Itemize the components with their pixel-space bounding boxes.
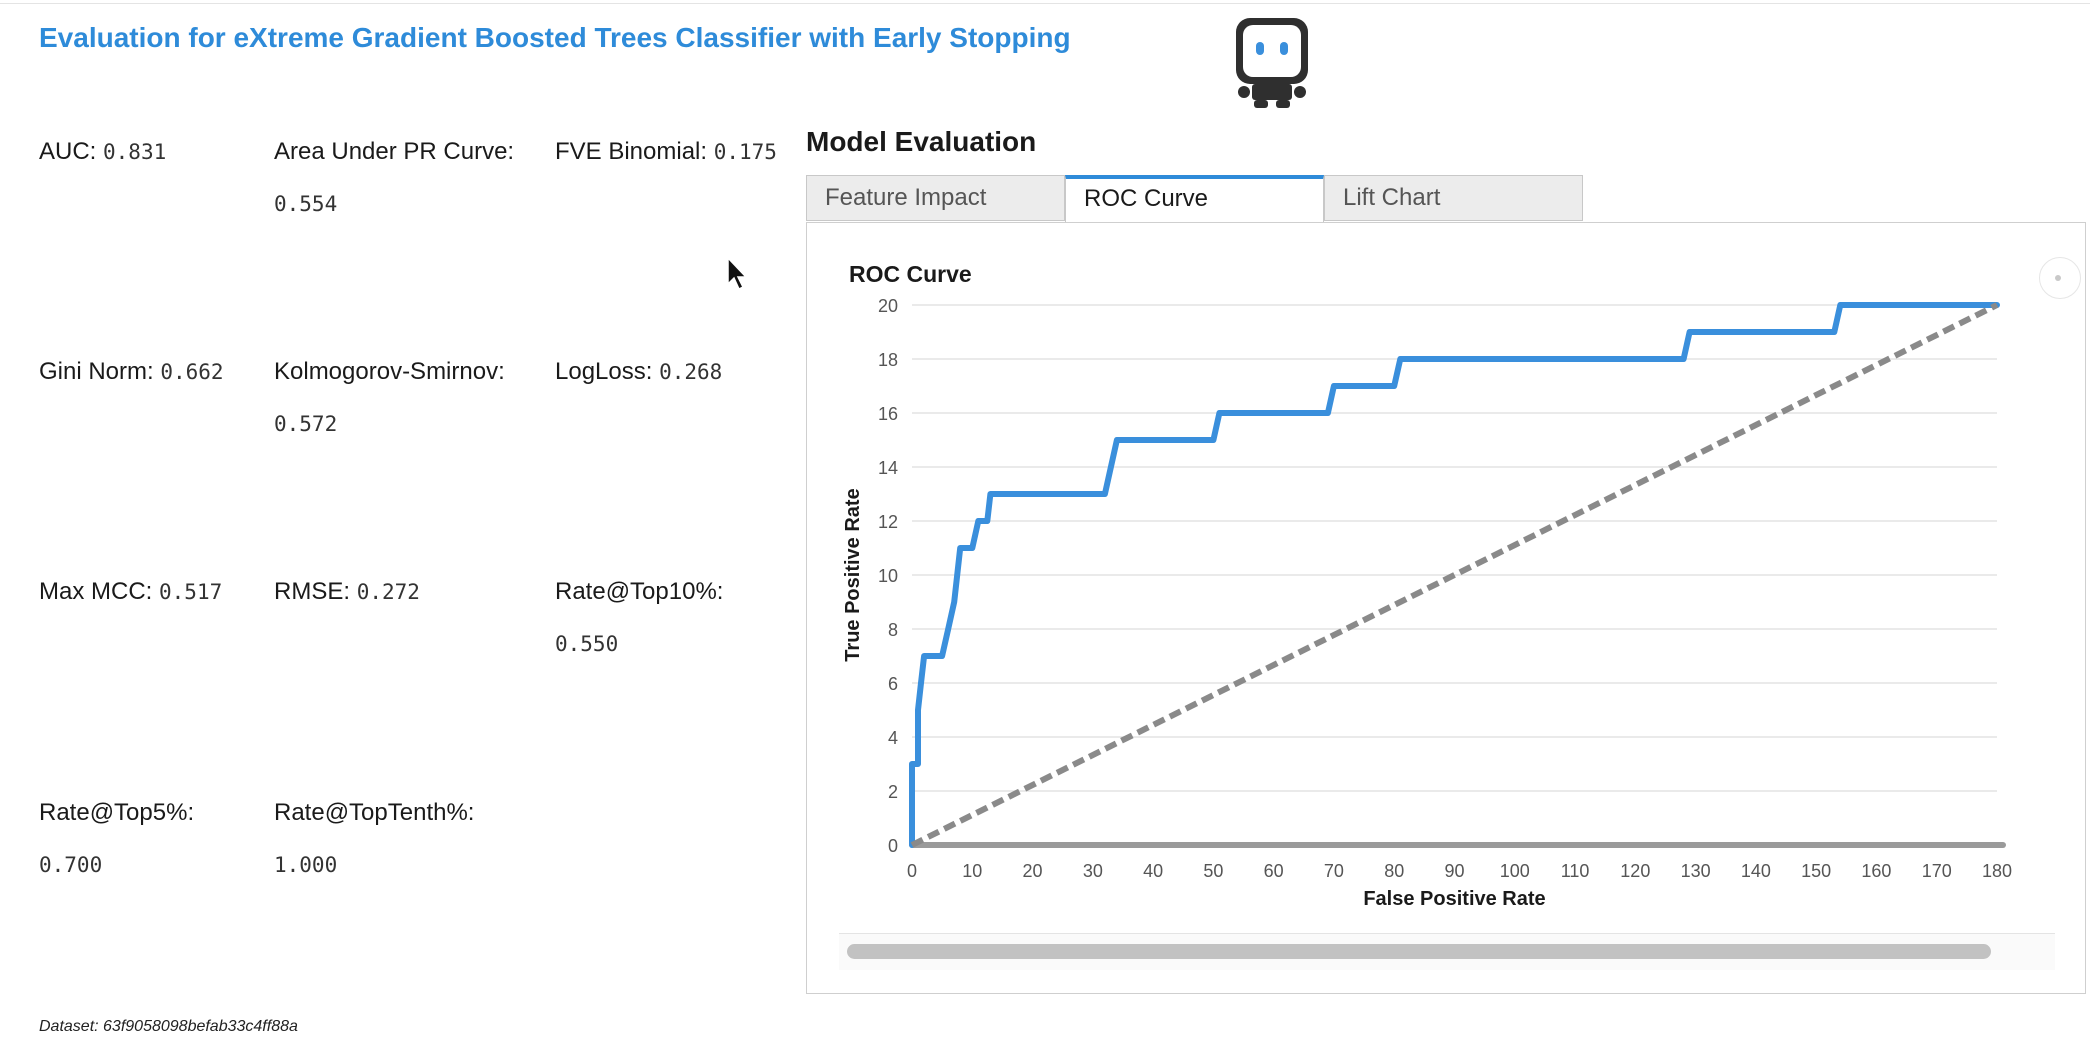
robot-icon bbox=[1236, 18, 1308, 108]
x-tick-label: 40 bbox=[1143, 861, 1163, 881]
y-tick-label: 16 bbox=[878, 404, 898, 424]
y-tick-label: 6 bbox=[888, 674, 898, 694]
tab-lift-chart[interactable]: Lift Chart bbox=[1324, 175, 1583, 221]
metric-label: Rate@TopTenth%: bbox=[274, 799, 475, 826]
x-tick-label: 70 bbox=[1324, 861, 1344, 881]
x-tick-label: 50 bbox=[1203, 861, 1223, 881]
y-tick-label: 14 bbox=[878, 458, 898, 478]
metrics-grid: AUC: 0.831 Area Under PR Curve: 0.554 FV… bbox=[39, 126, 799, 906]
x-tick-label: 100 bbox=[1500, 861, 1530, 881]
model-evaluation-heading: Model Evaluation bbox=[806, 126, 1037, 157]
tab-feature-impact[interactable]: Feature Impact bbox=[806, 175, 1065, 221]
metric-label: Max MCC: bbox=[39, 578, 153, 605]
metric-fve-binomial: FVE Binomial: 0.175 bbox=[555, 126, 795, 178]
metric-rate-top5: Rate@Top5%: 0.700 bbox=[39, 787, 239, 891]
x-tick-label: 180 bbox=[1982, 861, 2012, 881]
x-tick-label: 170 bbox=[1922, 861, 1952, 881]
top-divider bbox=[0, 3, 2090, 4]
metric-kolmogorov-smirnov: Kolmogorov-Smirnov: 0.572 bbox=[274, 346, 524, 450]
x-tick-label: 30 bbox=[1083, 861, 1103, 881]
metric-label: AUC: bbox=[39, 138, 97, 165]
x-tick-label: 90 bbox=[1444, 861, 1464, 881]
y-tick-label: 18 bbox=[878, 350, 898, 370]
metric-value: 0.550 bbox=[555, 632, 619, 656]
metric-value: 0.662 bbox=[160, 360, 224, 384]
roc-curve-line bbox=[909, 302, 2000, 848]
chart-scrollbar-track[interactable] bbox=[839, 933, 2055, 970]
y-tick-label: 2 bbox=[888, 782, 898, 802]
chart-menu-icon[interactable] bbox=[2039, 257, 2081, 299]
x-tick-label: 160 bbox=[1861, 861, 1891, 881]
metric-value: 1.000 bbox=[274, 853, 338, 877]
metric-label: Area Under PR Curve: bbox=[274, 138, 515, 165]
metric-label: Rate@Top10%: bbox=[555, 578, 724, 605]
y-tick-label: 4 bbox=[888, 728, 898, 748]
roc-chart-panel: ROC Curve 0 2 4 6 8 10 12 14 16 18 20 0 10 20 30 40 50 60… bbox=[806, 222, 2086, 994]
metric-value: 0.517 bbox=[159, 580, 223, 604]
metric-label: Rate@Top5%: bbox=[39, 799, 195, 826]
page-title: Evaluation for eXtreme Gradient Boosted … bbox=[39, 22, 1071, 53]
y-tick-label: 8 bbox=[888, 620, 898, 640]
metric-rate-toptenth: Rate@TopTenth%: 1.000 bbox=[274, 787, 514, 891]
x-tick-label: 60 bbox=[1264, 861, 1284, 881]
metric-value: 0.831 bbox=[103, 140, 167, 164]
metric-max-mcc: Max MCC: 0.517 bbox=[39, 566, 279, 618]
metric-value: 0.268 bbox=[659, 360, 723, 384]
x-axis-title: False Positive Rate bbox=[1363, 888, 1545, 910]
y-tick-label: 10 bbox=[878, 566, 898, 586]
metric-label: LogLoss: bbox=[555, 358, 653, 385]
y-tick-label: 0 bbox=[888, 836, 898, 856]
x-tick-label: 110 bbox=[1561, 861, 1590, 881]
y-axis-title: True Positive Rate bbox=[842, 488, 864, 661]
metric-label: Kolmogorov-Smirnov: bbox=[274, 358, 505, 385]
metric-gini-norm: Gini Norm: 0.662 bbox=[39, 346, 279, 398]
metric-label: FVE Binomial: bbox=[555, 138, 708, 165]
metric-rmse: RMSE: 0.272 bbox=[274, 566, 514, 618]
metric-area-under-pr-curve: Area Under PR Curve: 0.554 bbox=[274, 126, 524, 230]
y-tick-label: 12 bbox=[878, 512, 898, 532]
chart-scrollbar-thumb[interactable] bbox=[847, 944, 1991, 959]
metric-label: RMSE: bbox=[274, 578, 351, 605]
x-tick-label: 10 bbox=[962, 861, 982, 881]
dataset-id: Dataset: 63f9058098befab33c4ff88a bbox=[39, 1018, 298, 1035]
metric-value: 0.175 bbox=[713, 140, 777, 164]
y-tick-label: 20 bbox=[878, 296, 898, 316]
x-tick-label: 80 bbox=[1384, 861, 1404, 881]
metric-label: Gini Norm: bbox=[39, 358, 154, 385]
diagonal-reference-line bbox=[910, 302, 1999, 848]
metric-logloss: LogLoss: 0.268 bbox=[555, 346, 795, 398]
metric-value: 0.554 bbox=[274, 192, 338, 216]
metric-value: 0.700 bbox=[39, 853, 103, 877]
metric-rate-top10: Rate@Top10%: 0.550 bbox=[555, 566, 755, 670]
metric-auc: AUC: 0.831 bbox=[39, 126, 279, 178]
x-tick-label: 120 bbox=[1620, 861, 1650, 881]
metric-value: 0.272 bbox=[356, 580, 420, 604]
x-tick-label: 150 bbox=[1801, 861, 1831, 881]
tab-roc-curve[interactable]: ROC Curve bbox=[1065, 175, 1324, 223]
x-tick-label: 20 bbox=[1023, 861, 1043, 881]
x-tick-label: 0 bbox=[907, 861, 917, 881]
x-tick-label: 140 bbox=[1741, 861, 1771, 881]
metric-value: 0.572 bbox=[274, 412, 338, 436]
roc-chart: 0 2 4 6 8 10 12 14 16 18 20 0 10 20 30 40 50 60 70 80 90 100 1… bbox=[842, 296, 2012, 910]
chart-title: ROC Curve bbox=[849, 261, 972, 287]
x-tick-label: 130 bbox=[1681, 861, 1711, 881]
evaluation-tabs: Feature Impact ROC Curve Lift Chart bbox=[806, 175, 1583, 223]
mouse-cursor-icon bbox=[727, 256, 748, 291]
